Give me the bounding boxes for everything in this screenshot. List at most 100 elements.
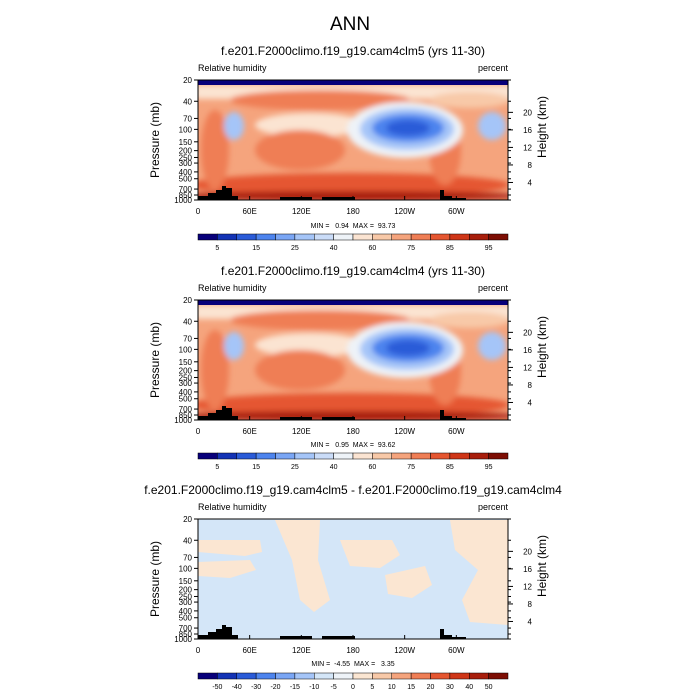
panel-2: f.e201.F2000climo.f19_g19.cam4clm4 (yrs … [148, 264, 549, 471]
colorbar-swatch [217, 233, 237, 241]
y-tick-right-label: 16 [523, 126, 532, 135]
y-tick-label: 150 [179, 358, 193, 367]
colorbar-label: 5 [370, 684, 374, 691]
colorbar-swatch [352, 452, 373, 460]
colorbar-label: 10 [388, 684, 396, 691]
colorbar-swatch [488, 672, 509, 680]
x-tick-label: 60W [448, 646, 465, 655]
surface-moist-band [198, 411, 508, 420]
units-label: percent [478, 502, 509, 512]
y-axis-label-right: Height (km) [535, 96, 549, 158]
y-tick-label: 300 [179, 159, 193, 168]
y-axis-right: 20 16 12 8 4 [508, 108, 533, 187]
colorbar-label: 15 [252, 464, 260, 471]
colorbar-label: -15 [290, 684, 300, 691]
x-tick-label: 60W [448, 207, 465, 216]
x-tick-label: 180 [346, 207, 360, 216]
colorbar-label: -30 [251, 684, 261, 691]
y-tick-label: 400 [179, 388, 193, 397]
panel-title: f.e201.F2000climo.f19_g19.cam4clm4 (yrs … [221, 264, 485, 278]
dry-zone-center [386, 120, 430, 136]
colorbar-swatch [294, 672, 315, 680]
positive-region [340, 540, 400, 568]
positive-region [385, 566, 432, 598]
topography [198, 406, 466, 420]
colorbar-swatch [294, 452, 315, 460]
x-tick-label: 120E [292, 646, 311, 655]
colorbar: 5 15 25 40 60 75 85 95 [197, 452, 509, 471]
colorbar-label: -40 [232, 684, 242, 691]
colorbar-label: 95 [485, 245, 493, 252]
panel-1: f.e201.F2000climo.f19_g19.cam4clm5 (yrs … [148, 44, 549, 252]
colorbar-swatch [275, 452, 296, 460]
heatmap-field [198, 300, 508, 420]
colorbar-swatch [255, 452, 276, 460]
colorbar-label: 60 [368, 245, 376, 252]
y-tick-label: 150 [179, 138, 193, 147]
colorbar-swatch [449, 452, 470, 460]
y-tick-label: 40 [183, 97, 192, 106]
y-tick-label: 700 [179, 185, 193, 194]
x-tick-label: 0 [196, 427, 201, 436]
colorbar-label: -5 [331, 684, 337, 691]
colorbar-swatch [197, 452, 218, 460]
y-axis-label: Pressure (mb) [148, 102, 162, 178]
x-tick-label: 60E [243, 207, 257, 216]
y-tick-label: 100 [179, 125, 193, 134]
y-tick-label: 200 [179, 147, 193, 156]
y-tick-label: 20 [183, 76, 192, 85]
colorbar-swatch [314, 452, 334, 460]
stats-label: MIN = 0.94 MAX = 93.73 [311, 223, 396, 230]
y-tick-label: 40 [183, 536, 192, 545]
colorbar-swatch [314, 233, 334, 241]
colorbar-swatch [430, 452, 451, 460]
y-tick-right-label: 4 [528, 178, 533, 187]
colorbar-swatch [469, 452, 489, 460]
colorbar-swatch [333, 452, 354, 460]
colorbar-label: 5 [215, 245, 219, 252]
colorbar-swatch [236, 672, 257, 680]
x-tick-label: 120E [292, 207, 311, 216]
upper-trop-maximum [230, 90, 410, 110]
colorbar-label: 40 [465, 684, 473, 691]
colorbar-label: 0 [351, 684, 355, 691]
colorbar-swatch [449, 233, 470, 241]
heatmap-field [198, 80, 508, 200]
colorbar-swatch [372, 452, 392, 460]
y-tick-label: 400 [179, 168, 193, 177]
y-tick-label: 20 [183, 296, 192, 305]
y-tick-label: 700 [179, 405, 193, 414]
variable-label: Relative humidity [198, 283, 267, 293]
colorbar-swatch [488, 452, 509, 460]
upper-trop-maximum-east [430, 92, 508, 108]
west-dry-patch [224, 112, 244, 140]
y-tick-label: 850 [179, 191, 193, 200]
colorbar-swatch [410, 233, 431, 241]
y-axis-label: Pressure (mb) [148, 541, 162, 617]
colorbar-label: 50 [485, 684, 493, 691]
x-axis: 0 60E 120E 180 120W 60W [196, 196, 465, 216]
colorbar-swatch [372, 672, 392, 680]
colorbar-swatch [197, 233, 218, 241]
y-tick-label: 1000 [174, 196, 192, 205]
colorbar-label: -20 [270, 684, 280, 691]
y-tick-label: 70 [183, 114, 192, 123]
y-axis-label: Pressure (mb) [148, 322, 162, 398]
colorbar-label: 25 [291, 464, 299, 471]
colorbar-swatch [236, 233, 257, 241]
y-tick-right-label: 20 [523, 547, 532, 556]
y-axis-label-right: Height (km) [535, 316, 549, 378]
y-tick-label: 850 [179, 411, 193, 420]
colorbar-swatch [294, 233, 315, 241]
y-tick-label: 200 [179, 586, 193, 595]
lower-trop-band [198, 173, 508, 197]
figure-title: ANN [330, 14, 370, 35]
colorbar-label: 5 [215, 464, 219, 471]
panel-3: f.e201.F2000climo.f19_g19.cam4clm5 - f.e… [144, 483, 562, 691]
colorbar-swatch [391, 672, 412, 680]
x-tick-label: 120W [394, 207, 415, 216]
colorbar-swatch [314, 672, 334, 680]
y-axis-right: 20 16 12 8 4 [508, 547, 533, 626]
surface-moist-band [198, 191, 508, 200]
